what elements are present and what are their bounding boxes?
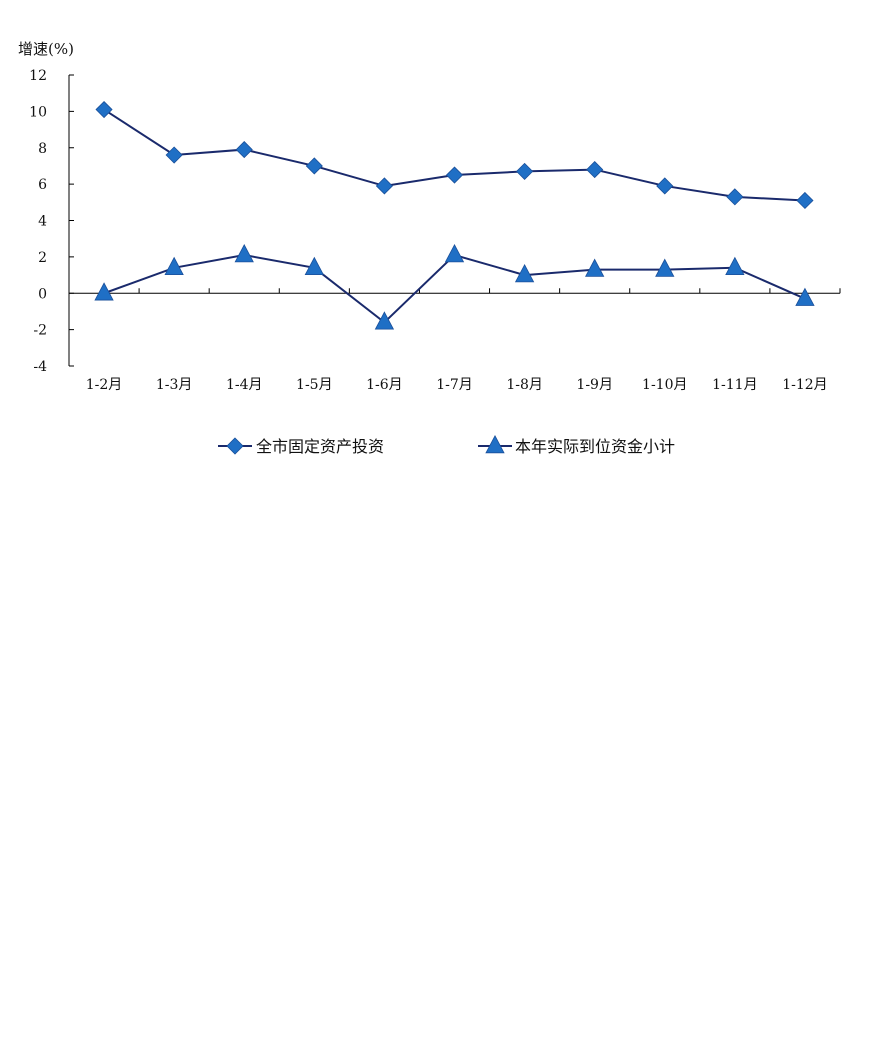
x-tick-label: 1-4月 (226, 377, 263, 393)
triangle-point (374, 311, 395, 330)
legend-label: 全市固定资产投资 (256, 437, 384, 456)
series-2 (94, 244, 815, 330)
series-1 (95, 100, 814, 210)
x-tick-label: 1-8月 (506, 377, 543, 393)
diamond-point (95, 100, 113, 119)
diamond-point (375, 177, 393, 195)
triangle-point (444, 244, 465, 263)
y-tick-label: 10 (29, 104, 47, 120)
triangle-point (164, 256, 184, 275)
triangle-point (585, 258, 605, 277)
x-tick-label: 1-11月 (712, 377, 757, 393)
diamond-point (516, 162, 534, 180)
triangle-point (655, 258, 675, 277)
triangle-point (725, 256, 745, 275)
legend-label: 本年实际到位资金小计 (515, 437, 675, 456)
chart-axes: -4 -2 0 2 4 6 8 10 12 1-2月 1-3月 1-4月 1-5月 1-6月 1-7月 1-8… (29, 68, 841, 393)
diamond-point (726, 188, 744, 206)
diamond-point (656, 177, 674, 195)
legend-diamond-marker (226, 437, 244, 455)
y-tick-label: 4 (38, 214, 47, 230)
y-axis-title: 增速(%) (18, 40, 74, 58)
diamond-point (235, 141, 253, 159)
chart-series (94, 100, 815, 330)
diamond-point (796, 191, 814, 210)
legend-item: 全市固定资产投资 (218, 437, 384, 456)
triangle-point (234, 244, 254, 263)
x-tick-label: 1-9月 (576, 377, 613, 393)
y-tick-label: 6 (38, 177, 47, 193)
y-tick-label: 12 (29, 68, 47, 84)
y-tick-label: -4 (33, 359, 47, 375)
legend-triangle-marker (485, 434, 505, 454)
diamond-point (586, 161, 604, 179)
diamond-point (445, 166, 464, 184)
triangle-point (304, 256, 324, 275)
y-tick-label: 2 (38, 250, 47, 266)
diamond-point (165, 146, 183, 164)
x-tick-label: 1-2月 (86, 377, 123, 393)
x-tick-label: 1-7月 (436, 377, 473, 393)
series-line (103, 108, 806, 202)
y-tick-label: -2 (33, 323, 47, 339)
y-tick-label: 8 (38, 141, 47, 157)
x-tick-label: 1-6月 (366, 377, 403, 393)
x-tick-label: 1-5月 (296, 377, 333, 393)
x-tick-label: 1-12月 (782, 377, 827, 393)
triangle-point (514, 264, 535, 283)
triangle-point (94, 282, 114, 301)
legend-item: 本年实际到位资金小计 (478, 434, 675, 456)
diamond-point (305, 157, 323, 175)
x-tick-label: 1-3月 (156, 377, 193, 393)
chart-legend: 全市固定资产投资 本年实际到位资金小计 (218, 434, 675, 456)
y-tick-label: 0 (38, 286, 47, 302)
triangle-point (795, 287, 815, 306)
x-tick-label: 1-10月 (642, 377, 687, 393)
